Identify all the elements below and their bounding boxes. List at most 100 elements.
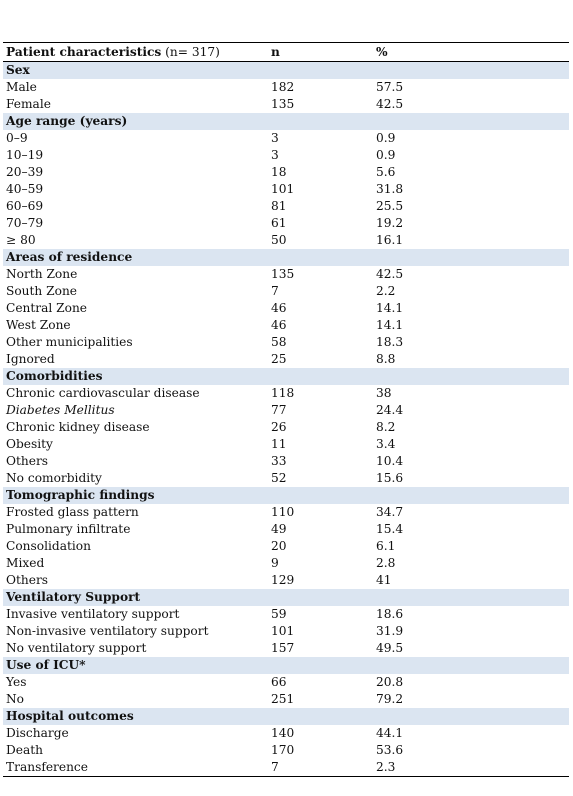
row-n: 58	[271, 335, 287, 349]
row-percent: 0.9	[376, 148, 396, 162]
table-row: Others 129 41	[3, 572, 569, 589]
row-label: Obesity	[6, 437, 53, 451]
row-n: 11	[271, 437, 287, 451]
header-n: n	[268, 42, 373, 62]
table-row: Obesity 11 3.4	[3, 436, 569, 453]
row-percent: 49.5	[376, 641, 404, 655]
table-row: Death 170 53.6	[3, 742, 569, 759]
row-percent: 5.6	[376, 165, 396, 179]
row-label: Consolidation	[6, 539, 91, 553]
row-label: 60–69	[6, 199, 44, 213]
row-percent: 38	[376, 386, 392, 400]
row-percent: 15.4	[376, 522, 404, 536]
row-percent: 42.5	[376, 267, 404, 281]
table-row: No ventilatory support 157 49.5	[3, 640, 569, 657]
section-header-row: Sex	[3, 61, 569, 79]
row-n: 52	[271, 471, 287, 485]
row-n: 7	[268, 759, 373, 777]
table-row: South Zone 7 2.2	[3, 283, 569, 300]
section-title: Areas of residence	[3, 249, 569, 266]
row-label: Male	[6, 80, 37, 94]
row-n: 135	[271, 267, 295, 281]
row-n: 251	[271, 692, 295, 706]
table-row: Chronic cardiovascular disease 118 38	[3, 385, 569, 402]
header-characteristics: Patient characteristics (n= 317)	[3, 42, 268, 62]
row-percent: 53.6	[376, 743, 404, 757]
row-label: No	[6, 692, 25, 706]
section-header-row: Tomographic findings	[3, 487, 569, 504]
row-percent: 6.1	[376, 539, 396, 553]
row-n: 118	[271, 386, 295, 400]
section-header-row: Use of ICU*	[3, 657, 569, 674]
table-row: No 251 79.2	[3, 691, 569, 708]
row-percent: 18.6	[376, 607, 404, 621]
row-percent: 3.4	[376, 437, 396, 451]
row-label: 70–79	[6, 216, 44, 230]
row-percent: 31.9	[376, 624, 404, 638]
table-row: Diabetes Mellitus 77 24.4	[3, 402, 569, 419]
row-n: 182	[271, 80, 295, 94]
section-title: Ventilatory Support	[3, 589, 569, 606]
row-percent: 79.2	[376, 692, 404, 706]
table-row: Consolidation 20 6.1	[3, 538, 569, 555]
section-title: Tomographic findings	[3, 487, 569, 504]
section-title: Sex	[3, 61, 569, 79]
row-n: 26	[271, 420, 287, 434]
row-percent: 2.2	[376, 284, 396, 298]
row-percent: 8.8	[376, 352, 396, 366]
row-percent: 10.4	[376, 454, 404, 468]
table-row: Transference 7 2.3	[3, 759, 569, 777]
row-percent: 14.1	[376, 318, 404, 332]
row-label: Non-invasive ventilatory support	[6, 624, 209, 638]
table-row: Mixed 9 2.8	[3, 555, 569, 572]
table-row: Pulmonary infiltrate 49 15.4	[3, 521, 569, 538]
row-label: No ventilatory support	[6, 641, 147, 655]
row-n: 59	[271, 607, 287, 621]
row-percent: 42.5	[376, 97, 404, 111]
table-row: North Zone 135 42.5	[3, 266, 569, 283]
row-label: Central Zone	[6, 301, 88, 315]
table-row: Central Zone 46 14.1	[3, 300, 569, 317]
patient-characteristics-table-container: Patient characteristics (n= 317) n % Sex…	[3, 42, 569, 777]
table-row: Non-invasive ventilatory support 101 31.9	[3, 623, 569, 640]
row-n: 77	[271, 403, 287, 417]
row-percent: 41	[376, 573, 392, 587]
row-percent: 2.8	[376, 556, 396, 570]
row-n: 157	[271, 641, 295, 655]
row-label: Chronic kidney disease	[6, 420, 150, 434]
header-percent: %	[373, 42, 569, 62]
row-n: 46	[271, 318, 287, 332]
row-percent: 18.3	[376, 335, 404, 349]
row-n: 101	[271, 182, 295, 196]
table-row: Yes 66 20.8	[3, 674, 569, 691]
header-row: Patient characteristics (n= 317) n %	[3, 42, 569, 62]
row-label: Diabetes Mellitus	[6, 403, 115, 417]
row-n: 18	[271, 165, 287, 179]
row-label: No comorbidity	[6, 471, 102, 485]
row-percent: 14.1	[376, 301, 404, 315]
table-row: Male 182 57.5	[3, 79, 569, 96]
row-label: Others	[6, 573, 49, 587]
row-percent: 44.1	[376, 726, 404, 740]
row-label: Death	[6, 743, 43, 757]
table-row: Other municipalities 58 18.3	[3, 334, 569, 351]
table-row: Discharge 140 44.1	[3, 725, 569, 742]
row-label: 20–39	[6, 165, 44, 179]
table-row: Frosted glass pattern 110 34.7	[3, 504, 569, 521]
table-row: Female 135 42.5	[3, 96, 569, 113]
row-label: Female	[6, 97, 51, 111]
row-percent: 15.6	[376, 471, 404, 485]
row-label: Other municipalities	[6, 335, 133, 349]
row-n: 3	[271, 131, 279, 145]
table-row: 10–19 3 0.9	[3, 147, 569, 164]
table-body: Sex Male 182 57.5 Female 135 42.5 Age range (ye…	[3, 61, 569, 777]
row-n: 49	[271, 522, 287, 536]
row-percent: 16.1	[376, 233, 404, 247]
row-percent: 57.5	[376, 80, 404, 94]
table-row: 70–79 61 19.2	[3, 215, 569, 232]
row-n: 61	[271, 216, 287, 230]
section-title: Age range (years)	[3, 113, 569, 130]
row-n: 170	[271, 743, 295, 757]
section-header-row: Hospital outcomes	[3, 708, 569, 725]
section-title: Hospital outcomes	[3, 708, 569, 725]
